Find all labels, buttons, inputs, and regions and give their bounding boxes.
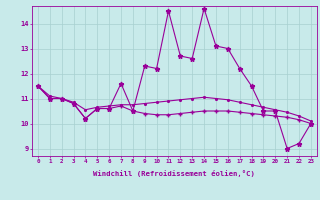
X-axis label: Windchill (Refroidissement éolien,°C): Windchill (Refroidissement éolien,°C) xyxy=(93,170,255,177)
